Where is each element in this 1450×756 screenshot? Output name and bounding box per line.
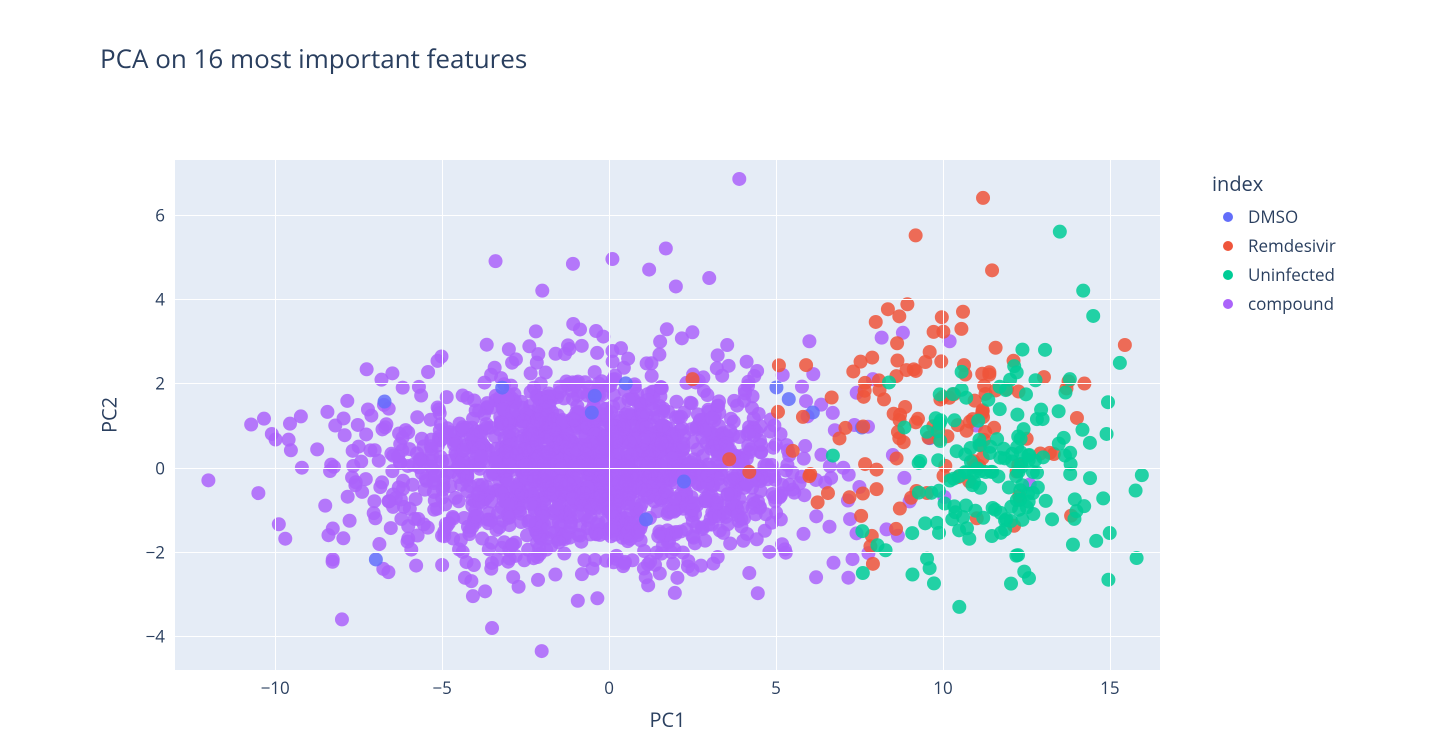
x-gridline — [609, 160, 610, 670]
legend-swatch — [1212, 270, 1244, 280]
x-axis-title: PC1 — [649, 706, 685, 733]
legend-item-Uninfected[interactable]: Uninfected — [1212, 263, 1336, 286]
x-tick-label: −10 — [261, 676, 290, 699]
series-compound — [201, 172, 1036, 658]
legend-item-compound[interactable]: compound — [1212, 292, 1336, 315]
legend-swatch — [1212, 212, 1244, 222]
legend-label: Remdesivir — [1248, 234, 1336, 257]
x-gridline — [776, 160, 777, 670]
legend-label: DMSO — [1248, 205, 1298, 228]
y-tick-label: −2 — [146, 540, 165, 563]
plot-area[interactable]: PC1 PC2 −10−5051015−4−20246 — [175, 160, 1160, 670]
y-gridline — [175, 299, 1160, 300]
pca-scatter-chart: PCA on 16 most important features PC1 PC… — [0, 0, 1450, 756]
scatter-points — [175, 160, 1160, 670]
legend-label: Uninfected — [1248, 263, 1335, 286]
y-gridline — [175, 468, 1160, 469]
y-tick-label: 4 — [155, 288, 165, 311]
chart-title: PCA on 16 most important features — [100, 40, 527, 76]
y-gridline — [175, 383, 1160, 384]
x-tick-label: 0 — [604, 676, 614, 699]
legend-marker-icon — [1223, 212, 1233, 222]
legend-item-DMSO[interactable]: DMSO — [1212, 205, 1336, 228]
x-gridline — [275, 160, 276, 670]
y-tick-label: 6 — [155, 203, 165, 226]
x-tick-label: 5 — [771, 676, 781, 699]
y-axis-title: PC2 — [95, 397, 122, 433]
legend-item-Remdesivir[interactable]: Remdesivir — [1212, 234, 1336, 257]
y-gridline — [175, 552, 1160, 553]
legend-label: compound — [1248, 292, 1334, 315]
y-gridline — [175, 215, 1160, 216]
legend-marker-icon — [1223, 270, 1233, 280]
x-tick-label: 15 — [1100, 676, 1119, 699]
legend-marker-icon — [1223, 299, 1233, 309]
legend-swatch — [1212, 299, 1244, 309]
x-gridline — [943, 160, 944, 670]
x-tick-label: −5 — [432, 676, 451, 699]
x-gridline — [442, 160, 443, 670]
y-tick-label: 0 — [155, 456, 165, 479]
legend-title: index — [1212, 170, 1336, 197]
legend-marker-icon — [1223, 241, 1233, 251]
y-tick-label: 2 — [155, 372, 165, 395]
x-gridline — [1110, 160, 1111, 670]
legend: index DMSO Remdesivir Uninfected compound — [1212, 170, 1336, 321]
y-tick-label: −4 — [146, 625, 165, 648]
y-gridline — [175, 636, 1160, 637]
x-tick-label: 10 — [933, 676, 952, 699]
legend-swatch — [1212, 241, 1244, 251]
